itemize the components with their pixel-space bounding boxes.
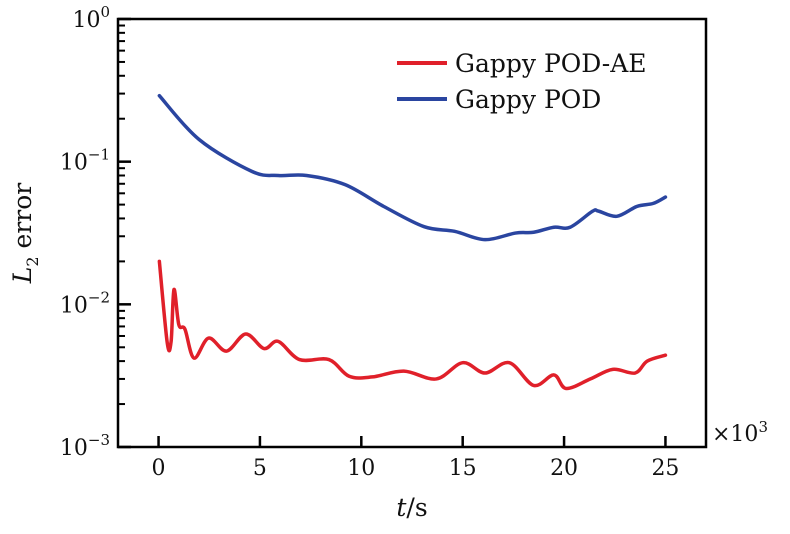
x-tick-label: 5 bbox=[253, 456, 267, 481]
y-tick-labels: 100 10−1 10−2 10−3 bbox=[60, 3, 110, 461]
x-tick-label: 0 bbox=[152, 456, 166, 481]
series-line-gappy-pod bbox=[157, 93, 668, 242]
series-line-gappy-pod-ae bbox=[157, 259, 668, 391]
x-tick-label: 15 bbox=[449, 456, 477, 481]
x-tick-label: 10 bbox=[347, 456, 375, 481]
plot-frame bbox=[116, 17, 708, 449]
y-tick-label: 100 bbox=[72, 3, 110, 33]
y-axis-label: L2 error bbox=[8, 183, 42, 284]
legend-label-gappy-pod-ae: Gappy POD-AE bbox=[455, 49, 647, 78]
x-multiplier: ×103 bbox=[712, 418, 768, 447]
series-lines bbox=[157, 93, 668, 391]
legend: Gappy POD-AE Gappy POD bbox=[397, 49, 647, 114]
x-axis-label: t/s bbox=[396, 493, 427, 522]
x-tick-label: 20 bbox=[550, 456, 578, 481]
x-tick-labels: 0 5 10 15 20 25 bbox=[152, 456, 680, 481]
x-tick-label: 25 bbox=[651, 456, 679, 481]
y-tick-label: 10−3 bbox=[60, 431, 110, 461]
legend-label-gappy-pod: Gappy POD bbox=[455, 85, 601, 114]
axis-ticks bbox=[118, 17, 667, 449]
y-tick-label: 10−1 bbox=[60, 146, 110, 176]
y-tick-label: 10−2 bbox=[60, 288, 110, 318]
